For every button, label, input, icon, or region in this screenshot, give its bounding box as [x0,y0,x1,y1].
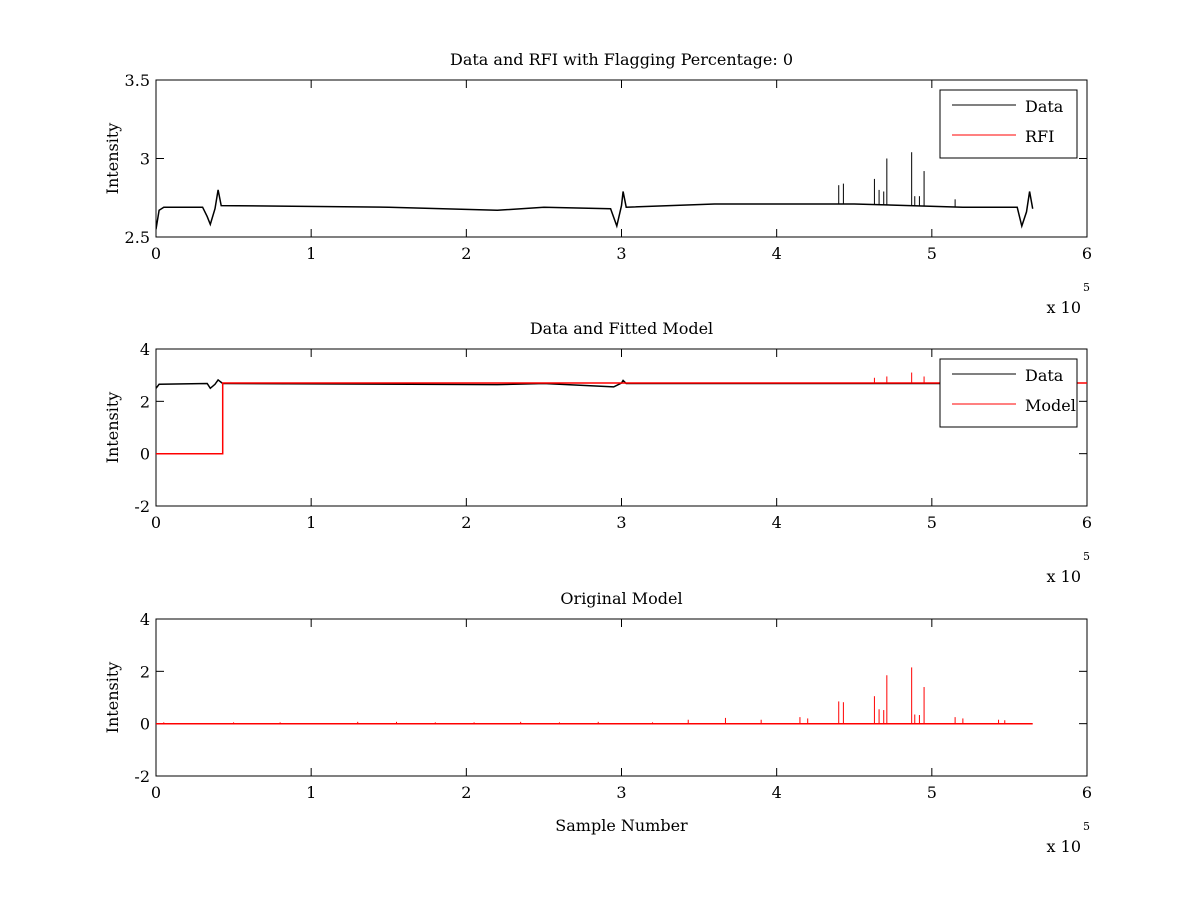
x-tick-label: 3 [616,783,626,802]
x-tick-label: 5 [927,244,937,263]
x-exponent-power: 5 [1083,281,1090,294]
plot-area [156,667,1033,725]
x-tick-label: 1 [306,783,316,802]
y-tick-label: 0 [140,715,150,734]
y-tick-label: 3 [140,150,150,169]
y-tick-label: 2 [140,662,150,681]
plot-area [156,372,1087,455]
x-tick-label: 1 [306,244,316,263]
y-tick-label: -2 [134,497,150,516]
chart-title: Original Model [560,589,682,608]
x-tick-label: 2 [461,783,471,802]
legend: Data RFI [939,89,1078,159]
x-tick-label: 3 [616,244,626,263]
x-exponent-base: x 10 [1047,567,1081,586]
x-tick-label: 4 [772,244,782,263]
x-tick-label: 2 [461,244,471,263]
y-tick-label: 4 [140,340,150,359]
y-tick-label: 2 [140,392,150,411]
series-line-data [156,189,1034,230]
x-tick-label: 0 [151,783,161,802]
x-axis-label: Sample Number [555,816,688,835]
legend-label: Data [1025,97,1064,116]
x-tick-label: 5 [927,783,937,802]
y-tick-label: 3.5 [125,71,150,90]
subplot-1: 0 1 2 3 4 5 6 2.5 3 3.5 Data and RFI with Flagging… [103,50,1092,317]
y-tick-label: -2 [134,767,150,786]
legend-label: RFI [1025,127,1054,146]
x-exponent-base: x 10 [1047,837,1081,856]
y-axis-label: Intensity [103,662,122,734]
y-tick-label: 4 [140,610,150,629]
x-exponent-base: x 10 [1047,298,1081,317]
chart-title: Data and RFI with Flagging Percentage: 0 [450,50,793,69]
y-axis-label: Intensity [103,123,122,195]
chart-title: Data and Fitted Model [530,319,713,338]
y-tick-label: 0 [140,445,150,464]
x-tick-label: 0 [151,244,161,263]
x-tick-label: 0 [151,513,161,532]
axes-box [155,618,1088,777]
plot-area [156,152,1034,230]
x-tick-label: 6 [1082,513,1092,532]
x-tick-label: 5 [927,513,937,532]
x-tick-label: 1 [306,513,316,532]
y-tick-label: 2.5 [125,228,150,247]
axes-box [155,79,1088,238]
legend-label: Model [1025,396,1076,415]
series-line-data [156,378,1033,390]
x-tick-label: 6 [1082,783,1092,802]
x-tick-label: 6 [1082,244,1092,263]
legend-label: Data [1025,366,1064,385]
x-tick-label: 4 [772,783,782,802]
legend: Data Model [939,358,1078,428]
y-axis-label: Intensity [103,392,122,464]
x-tick-label: 3 [616,513,626,532]
x-tick-label: 2 [461,513,471,532]
series-line-model [156,382,1087,455]
x-exponent-power: 5 [1083,550,1090,563]
legend-box [939,358,1078,428]
x-tick-label: 4 [772,513,782,532]
x-exponent-power: 5 [1083,820,1090,833]
legend-box [939,89,1078,159]
